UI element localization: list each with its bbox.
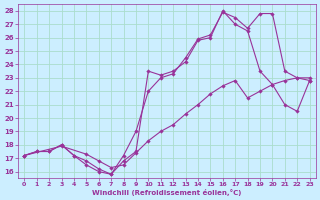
- X-axis label: Windchill (Refroidissement éolien,°C): Windchill (Refroidissement éolien,°C): [92, 189, 242, 196]
